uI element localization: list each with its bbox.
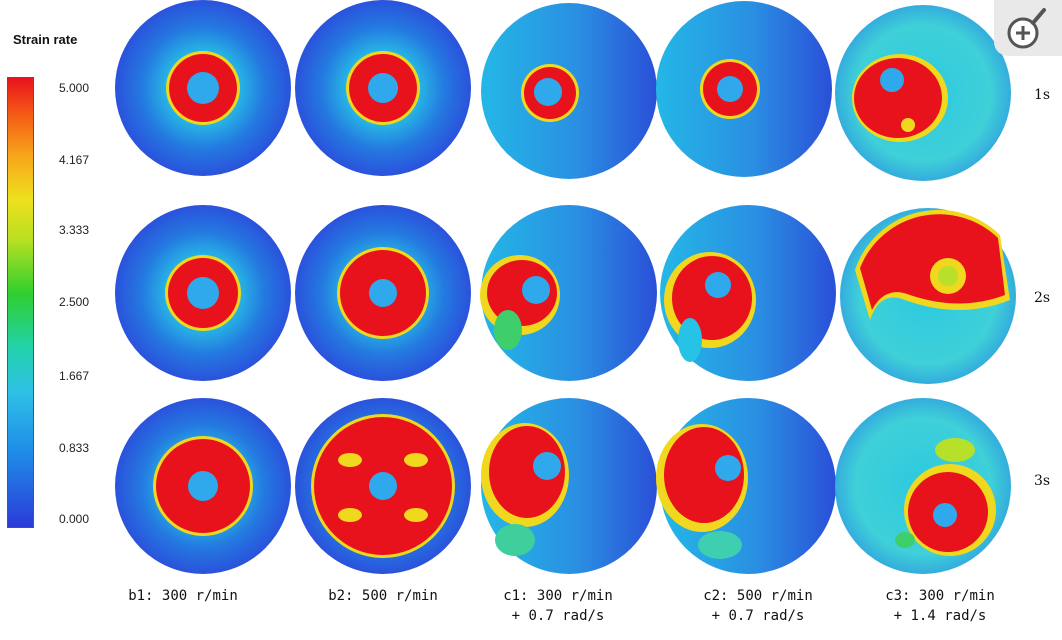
zoom-button[interactable]: [994, 0, 1062, 56]
sim-c2-3s: [656, 398, 836, 574]
caption-b1-line1: b1: 300 r/min: [128, 588, 238, 604]
legend-title: Strain rate: [13, 32, 78, 47]
caption-c2-line1: c2: 500 r/min: [703, 588, 813, 604]
sim-b2-1s: [295, 0, 471, 176]
sim-c2-1s: [656, 1, 832, 177]
time-label-1s: 1s: [1034, 87, 1051, 103]
caption-c2: c2: 500 r/min + 0.7 rad/s: [668, 586, 848, 626]
caption-c3-line2: + 1.4 rad/s: [893, 608, 987, 624]
time-label-2s: 2s: [1034, 290, 1051, 306]
sim-c1-3s: [481, 398, 657, 574]
sim-b2-2s: [295, 205, 471, 381]
legend-tick-4167: 4.167: [59, 153, 90, 167]
sim-b1-1s: [115, 0, 291, 176]
sim-b1-2s: [115, 205, 291, 381]
sim-c3-1s: [835, 5, 1011, 181]
caption-c2-line2: + 0.7 rad/s: [711, 608, 805, 624]
legend-tick-5000: 5.000: [59, 81, 90, 95]
caption-b1: b1: 300 r/min: [93, 586, 273, 606]
sim-b1-3s: [115, 398, 291, 574]
caption-c1: c1: 300 r/min + 0.7 rad/s: [468, 586, 648, 626]
sim-b2-3s: [295, 398, 471, 574]
caption-c1-line1: c1: 300 r/min: [503, 588, 613, 604]
caption-b2-line1: b2: 500 r/min: [328, 588, 438, 604]
caption-c3-line1: c3: 300 r/min: [885, 588, 995, 604]
zoom-in-icon: [1007, 8, 1046, 49]
sim-c1-1s: [481, 3, 657, 179]
caption-c3: c3: 300 r/min + 1.4 rad/s: [850, 586, 1030, 626]
legend-tick-3333: 3.333: [59, 223, 90, 237]
sim-c1-2s: [480, 205, 657, 381]
caption-b2: b2: 500 r/min: [293, 586, 473, 606]
colorbar: [7, 77, 34, 528]
legend-tick-1667: 1.667: [59, 369, 90, 383]
caption-c1-line2: + 0.7 rad/s: [511, 608, 605, 624]
legend-tick-0833: 0.833: [59, 441, 90, 455]
legend-tick-0000: 0.000: [59, 512, 90, 526]
sim-c3-2s: [840, 208, 1016, 384]
legend-tick-2500: 2.500: [59, 295, 90, 309]
time-label-3s: 3s: [1034, 473, 1051, 489]
sim-c3-3s: [835, 398, 1011, 574]
sim-c2-2s: [660, 205, 836, 381]
